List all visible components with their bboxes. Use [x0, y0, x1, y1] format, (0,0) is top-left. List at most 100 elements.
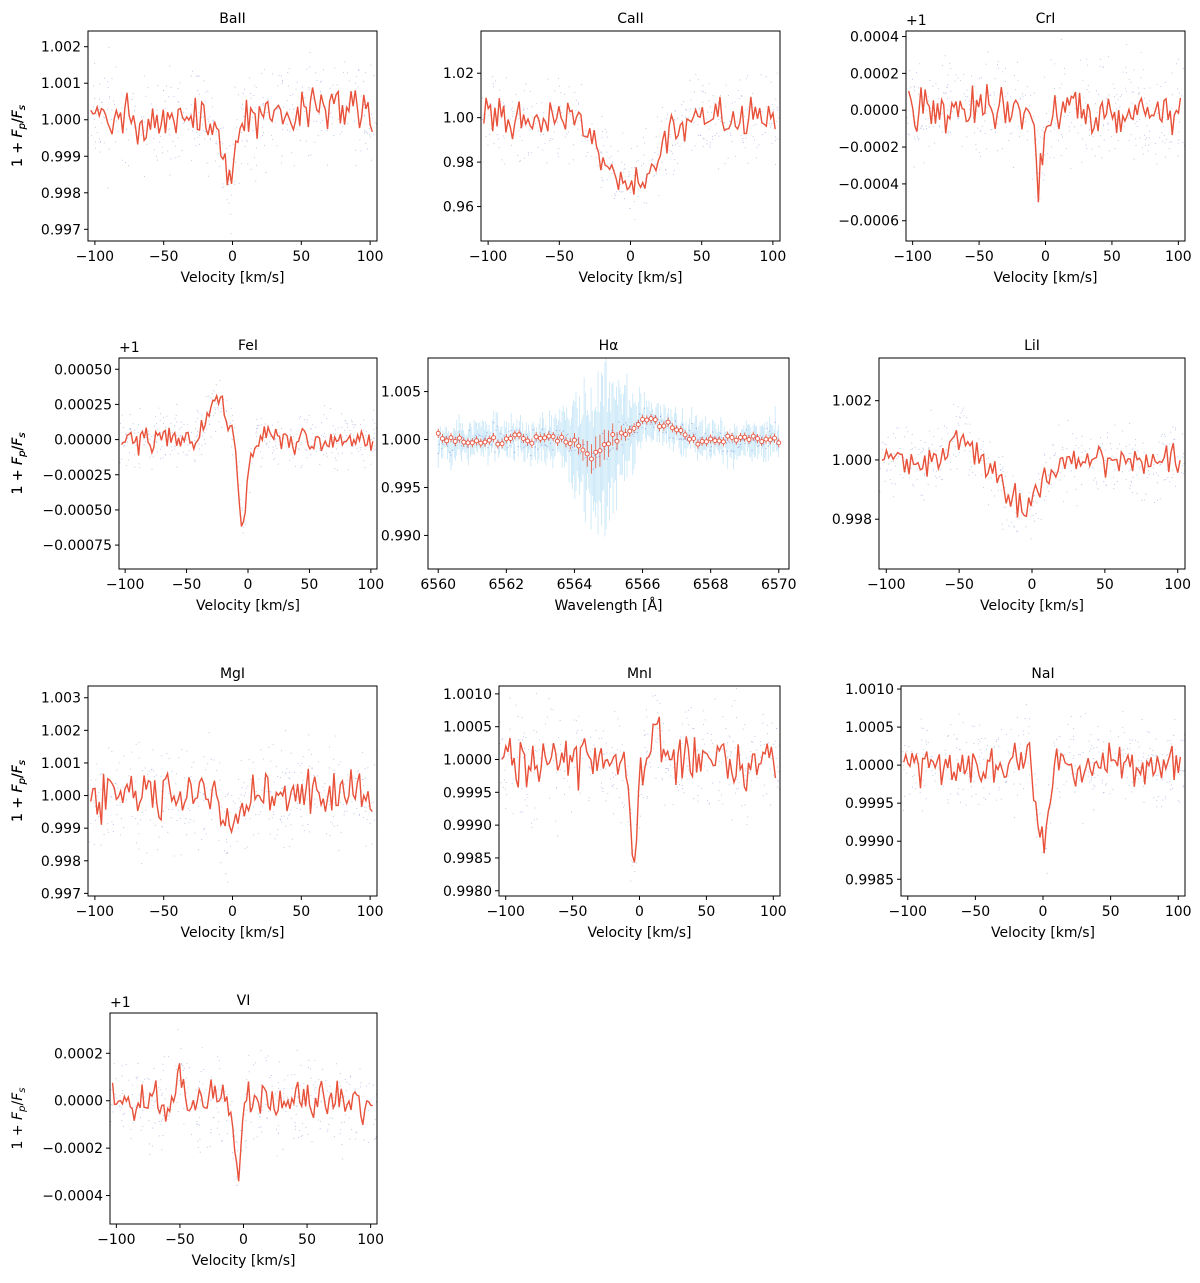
- data-point: [244, 1114, 246, 1116]
- data-point: [706, 770, 708, 772]
- data-point: [646, 763, 648, 765]
- data-point: [1065, 147, 1067, 149]
- data-point: [300, 467, 302, 469]
- data-point: [977, 738, 980, 740]
- y-tick-label: 0.00050: [54, 362, 112, 378]
- data-point: [750, 751, 752, 753]
- data-point: [1181, 471, 1183, 473]
- data-point: [190, 1102, 193, 1104]
- data-point: [899, 473, 901, 475]
- data-point: [997, 60, 999, 62]
- data-point: [739, 443, 742, 445]
- data-point: [500, 782, 502, 784]
- binned-point: [746, 437, 752, 442]
- data-point: [925, 740, 927, 742]
- data-point: [1112, 788, 1114, 790]
- data-point: [1001, 523, 1003, 525]
- data-point: [1129, 469, 1131, 471]
- y-tick-label: 0.995: [381, 480, 421, 496]
- binned-point: [448, 435, 454, 441]
- data-point: [702, 85, 704, 87]
- data-point: [99, 151, 101, 153]
- data-point: [1095, 90, 1098, 92]
- data-point: [139, 408, 141, 410]
- data-point: [351, 421, 353, 423]
- data-point: [143, 438, 145, 440]
- data-point: [1113, 96, 1115, 98]
- data-point: [204, 1101, 206, 1103]
- data-point: [702, 723, 704, 725]
- data-point: [218, 839, 220, 841]
- data-point: [153, 149, 155, 151]
- data-point: [334, 457, 337, 459]
- data-point: [332, 425, 334, 427]
- data-point: [496, 425, 498, 428]
- data-point: [319, 449, 321, 452]
- data-point: [300, 772, 302, 774]
- data-point: [146, 852, 148, 854]
- data-point: [761, 111, 763, 113]
- data-point: [687, 778, 689, 780]
- axes-frame: [87, 30, 378, 242]
- data-point: [1167, 740, 1169, 742]
- data-point: [741, 805, 743, 807]
- data-point: [277, 421, 279, 423]
- data-point: [672, 152, 674, 154]
- data-point: [1129, 422, 1131, 425]
- x-tick-label: 100: [357, 249, 384, 265]
- data-point: [602, 730, 604, 732]
- data-point: [356, 771, 358, 773]
- data-point: [581, 739, 583, 741]
- data-point: [1072, 433, 1074, 435]
- data-point: [302, 782, 304, 784]
- data-point: [507, 447, 509, 449]
- data-point: [160, 1079, 162, 1081]
- data-point: [1007, 493, 1009, 495]
- data-point: [375, 427, 377, 429]
- data-point: [609, 163, 611, 165]
- data-point: [441, 447, 443, 450]
- data-point: [693, 122, 695, 124]
- binned-point: [682, 432, 688, 438]
- binned-point: [580, 447, 586, 453]
- data-point: [1090, 780, 1092, 782]
- y-axis-label-part: 1 +: [10, 792, 26, 822]
- data-point: [122, 426, 124, 429]
- data-point: [904, 795, 906, 797]
- data-point: [916, 478, 918, 480]
- data-point: [1119, 443, 1121, 445]
- data-point: [217, 408, 219, 410]
- data-point: [922, 749, 924, 751]
- data-point: [1000, 798, 1002, 800]
- data-point: [1060, 766, 1062, 768]
- binned-point: [495, 441, 501, 447]
- x-tick-label: 100: [357, 1232, 384, 1248]
- data-point: [205, 833, 207, 835]
- data-point: [504, 769, 506, 771]
- data-point: [613, 197, 616, 199]
- data-point: [1171, 787, 1174, 790]
- data-point: [339, 90, 341, 93]
- axes-frame: [427, 357, 790, 570]
- data-point: [1094, 155, 1096, 157]
- data-point: [978, 78, 981, 80]
- data-point: [519, 739, 521, 741]
- data-point: [1147, 150, 1149, 152]
- data-point: [194, 459, 196, 461]
- data-point: [718, 799, 720, 802]
- x-tick-label: −100: [486, 904, 524, 920]
- data-point: [987, 457, 989, 459]
- data-point: [153, 770, 155, 772]
- data-point: [199, 1098, 201, 1101]
- data-point: [273, 814, 275, 816]
- data-point: [258, 425, 260, 427]
- data-point: [90, 823, 92, 825]
- data-point: [758, 444, 760, 447]
- data-point: [935, 449, 937, 451]
- data-point: [757, 445, 759, 448]
- data-point: [930, 756, 932, 758]
- data-point: [968, 775, 970, 777]
- data-point: [1004, 476, 1006, 478]
- data-point: [1174, 438, 1176, 440]
- data-point: [292, 93, 294, 95]
